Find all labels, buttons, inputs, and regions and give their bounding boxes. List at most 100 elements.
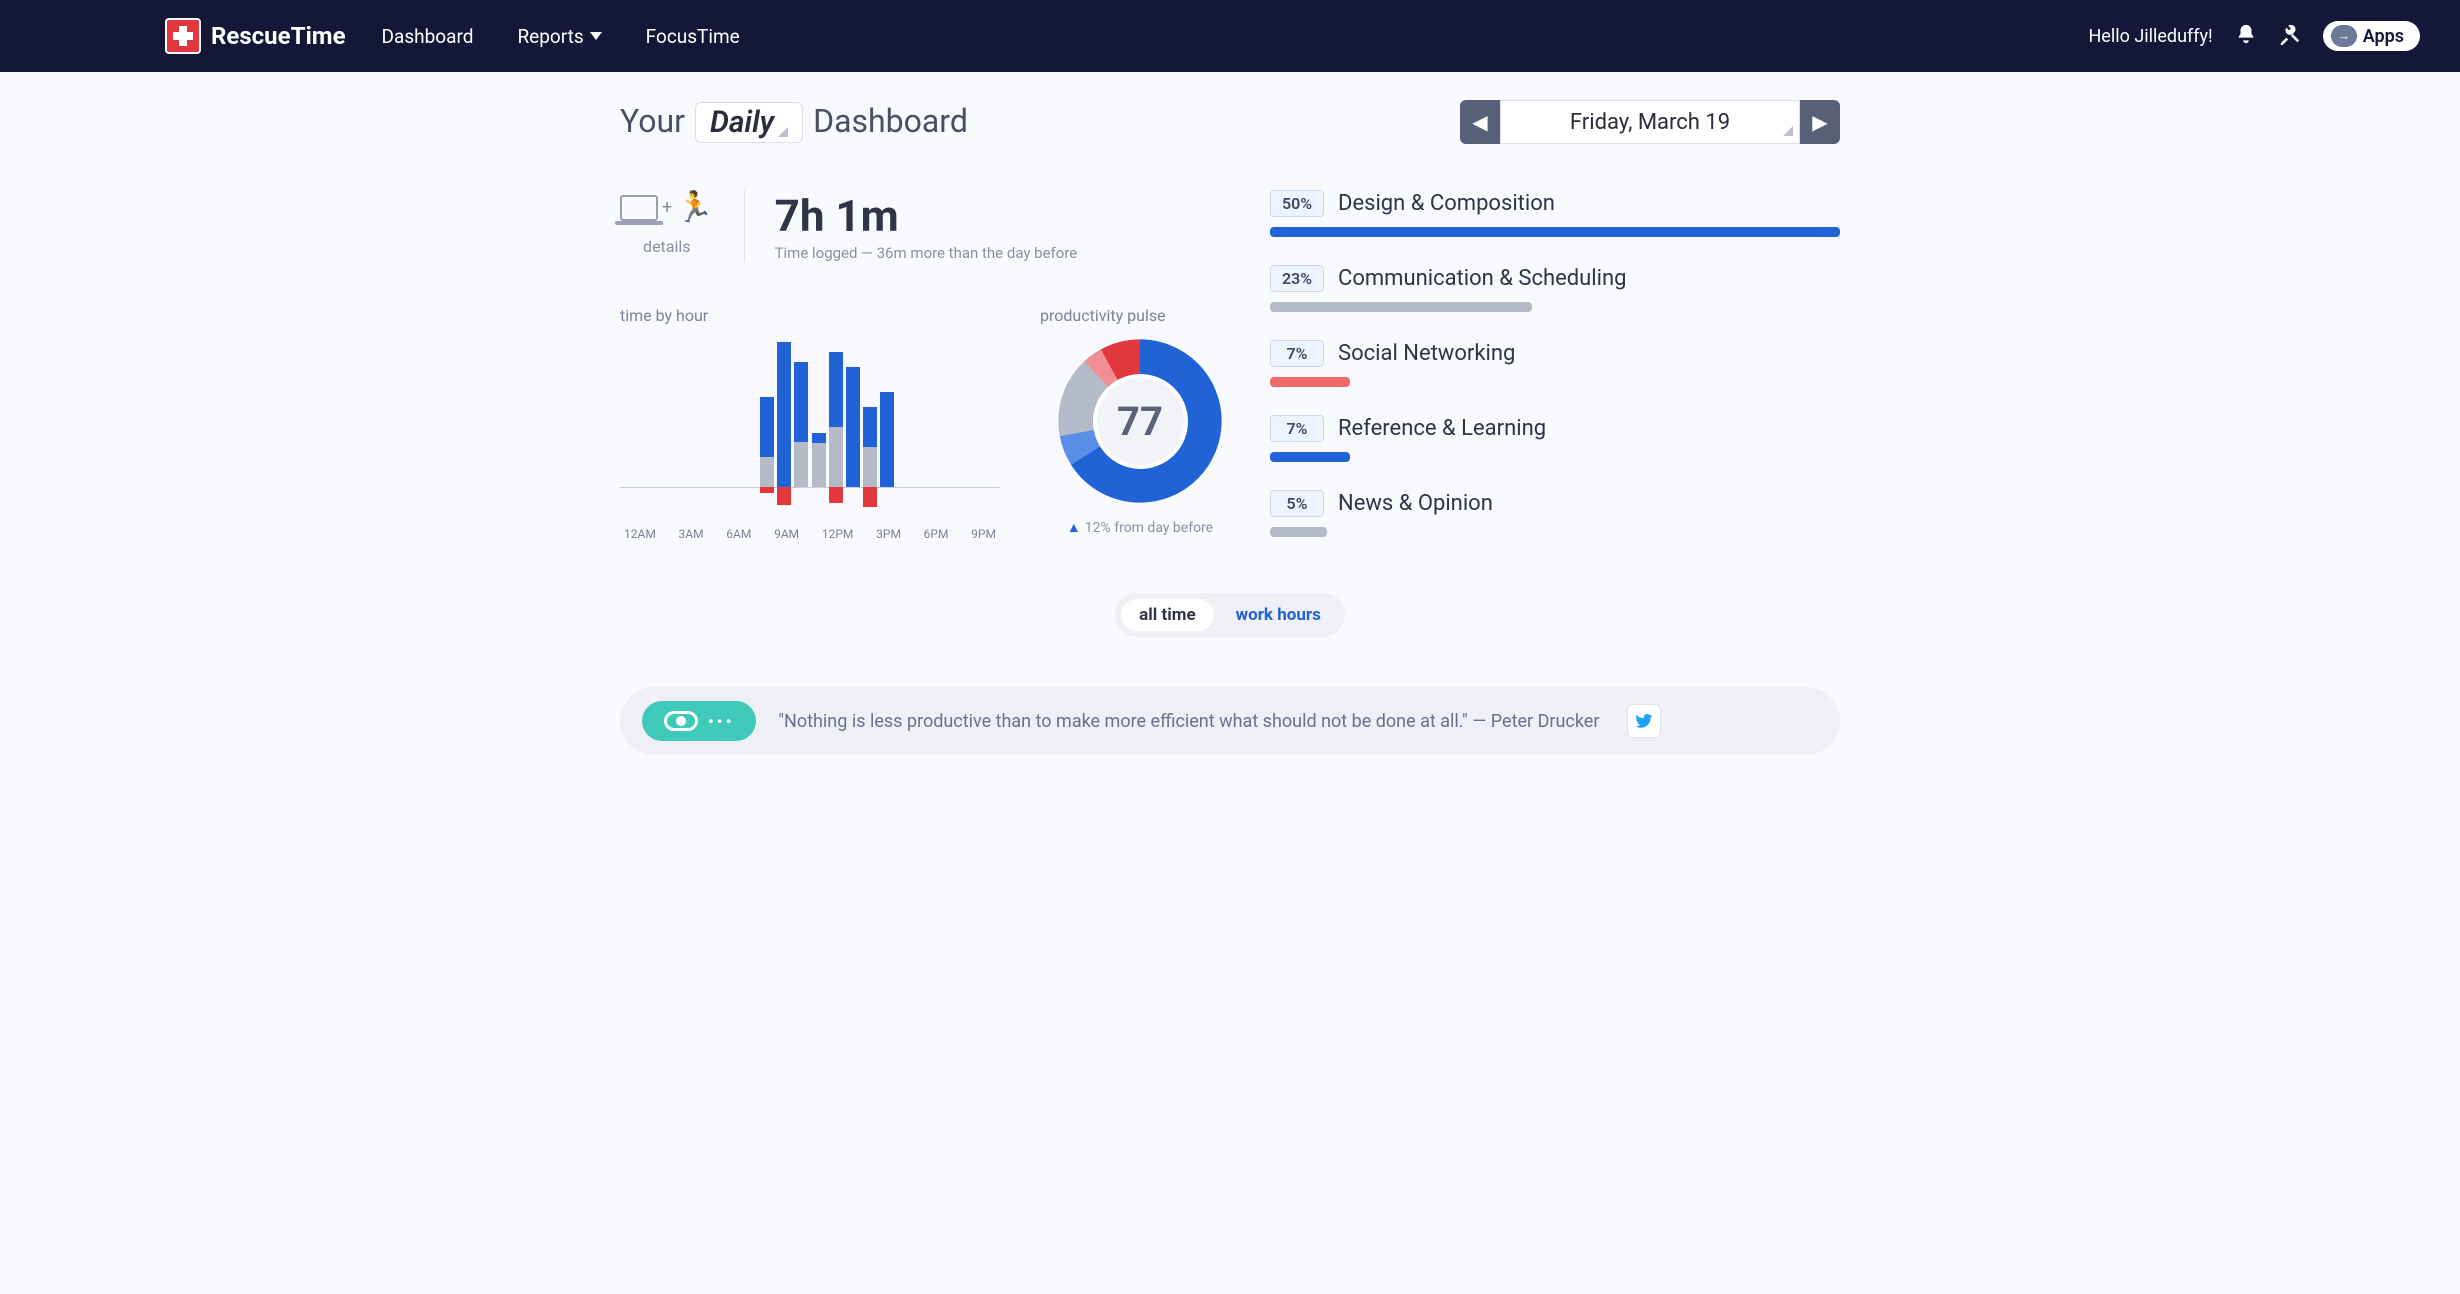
- hour-bar: [966, 337, 979, 517]
- hour-bar: [898, 337, 911, 517]
- nav-reports[interactable]: Reports: [517, 25, 601, 48]
- nav-links: Dashboard Reports FocusTime: [382, 25, 740, 48]
- nav-focustime[interactable]: FocusTime: [646, 25, 740, 48]
- twitter-icon: [1635, 712, 1653, 730]
- category-row[interactable]: 5% News & Opinion: [1270, 490, 1840, 537]
- toggle-all-time[interactable]: all time: [1121, 599, 1213, 631]
- top-nav: RescueTime Dashboard Reports FocusTime H…: [0, 0, 2460, 72]
- hour-bar: [778, 337, 791, 517]
- category-row[interactable]: 23% Communication & Scheduling: [1270, 265, 1840, 312]
- arrow-up-icon: ▲: [1067, 519, 1081, 536]
- tbh-title: time by hour: [620, 306, 1000, 325]
- pulse-delta-text: 12% from day before: [1085, 520, 1213, 536]
- title-your: Your: [620, 102, 685, 140]
- hour-bar: [675, 337, 688, 517]
- x-label: 12PM: [822, 527, 854, 541]
- date-selector[interactable]: Friday, March 19: [1500, 100, 1800, 144]
- category-pct: 23%: [1270, 265, 1324, 292]
- hour-bar: [949, 337, 962, 517]
- category-bar: [1270, 377, 1350, 387]
- hour-bar: [863, 337, 876, 517]
- hour-bar: [932, 337, 945, 517]
- laptop-icon: [620, 195, 658, 221]
- hour-bar: [692, 337, 705, 517]
- insight-button[interactable]: •••: [642, 701, 756, 741]
- quote-text: "Nothing is less productive than to make…: [778, 711, 1599, 732]
- date-prev-button[interactable]: ◀: [1460, 100, 1500, 144]
- hour-bar: [761, 337, 774, 517]
- x-label: 3AM: [679, 527, 704, 541]
- title-row: Your Daily Dashboard ◀ Friday, March 19 …: [620, 100, 1840, 144]
- x-label: 6AM: [726, 527, 751, 541]
- hour-bar: [829, 337, 842, 517]
- tweet-button[interactable]: [1627, 704, 1661, 738]
- period-selector[interactable]: Daily: [695, 102, 803, 143]
- pulse-value: 77: [1093, 374, 1188, 469]
- date-label: Friday, March 19: [1570, 110, 1730, 135]
- tools-icon[interactable]: [2279, 23, 2301, 50]
- quote-banner: ••• "Nothing is less productive than to …: [620, 687, 1840, 755]
- page-title: Your Daily Dashboard: [620, 102, 968, 143]
- time-by-hour-chart: [620, 337, 1000, 517]
- runner-icon: 🏃: [676, 190, 713, 225]
- x-label: 6PM: [924, 527, 949, 541]
- bell-icon[interactable]: [2235, 23, 2257, 50]
- toggle-work-hours[interactable]: work hours: [1218, 599, 1339, 631]
- greeting: Hello Jilleduffy!: [2088, 26, 2212, 47]
- hour-bar: [795, 337, 808, 517]
- x-label: 3PM: [876, 527, 901, 541]
- category-list: 50%Design & Composition 23% Communication …: [1270, 190, 1840, 565]
- category-pct: 5%: [1270, 490, 1324, 517]
- title-dashboard: Dashboard: [813, 102, 968, 140]
- details-button[interactable]: + 🏃 details: [620, 190, 714, 256]
- nav-dashboard[interactable]: Dashboard: [382, 25, 474, 48]
- date-nav: ◀ Friday, March 19 ▶: [1460, 100, 1840, 144]
- dropdown-corner-icon: [778, 127, 788, 137]
- category-bar: [1270, 227, 1840, 237]
- time-logged-value: 7h 1m: [775, 190, 1078, 242]
- hour-bar: [727, 337, 740, 517]
- nav-right: Hello Jilleduffy! → Apps: [2088, 21, 2420, 51]
- x-label: 9AM: [774, 527, 799, 541]
- nav-reports-label: Reports: [517, 25, 583, 48]
- dropdown-corner-icon: [1783, 126, 1793, 136]
- hour-bar: [915, 337, 928, 517]
- productivity-donut: 77: [1056, 337, 1224, 505]
- brand[interactable]: RescueTime: [165, 18, 346, 54]
- brand-name: RescueTime: [211, 22, 346, 50]
- category-name: Social Networking: [1338, 341, 1515, 366]
- logo-icon: [165, 18, 201, 54]
- date-next-button[interactable]: ▶: [1800, 100, 1840, 144]
- category-bar: [1270, 527, 1327, 537]
- pp-title: productivity pulse: [1040, 306, 1240, 325]
- time-toggle: all time work hours: [620, 593, 1840, 637]
- hour-bar: [624, 337, 637, 517]
- hour-bar: [983, 337, 996, 517]
- hour-bar: [880, 337, 893, 517]
- category-pct: 7%: [1270, 340, 1324, 367]
- x-label: 9PM: [971, 527, 996, 541]
- cloud-icon: →: [2331, 25, 2357, 47]
- hour-bar: [641, 337, 654, 517]
- pulse-delta: ▲ 12% from day before: [1040, 519, 1240, 536]
- category-bar: [1270, 452, 1350, 462]
- category-row[interactable]: 7%Reference & Learning: [1270, 415, 1840, 462]
- apps-button[interactable]: → Apps: [2323, 21, 2420, 51]
- tbh-xlabels: 12AM3AM6AM9AM12PM3PM6PM9PM: [620, 527, 1000, 541]
- hour-bar: [658, 337, 671, 517]
- category-pct: 7%: [1270, 415, 1324, 442]
- category-name: Communication & Scheduling: [1338, 266, 1627, 291]
- plus-icon: +: [662, 197, 672, 218]
- hour-bar: [744, 337, 757, 517]
- hour-bar: [812, 337, 825, 517]
- category-bar: [1270, 302, 1532, 312]
- category-row[interactable]: 7% Social Networking: [1270, 340, 1840, 387]
- period-label: Daily: [710, 105, 774, 140]
- category-name: News & Opinion: [1338, 491, 1493, 516]
- eye-icon: [664, 711, 698, 731]
- hour-bar: [709, 337, 722, 517]
- category-row[interactable]: 50%Design & Composition: [1270, 190, 1840, 237]
- chevron-down-icon: [590, 32, 602, 40]
- category-pct: 50%: [1270, 190, 1324, 217]
- apps-label: Apps: [2363, 26, 2404, 47]
